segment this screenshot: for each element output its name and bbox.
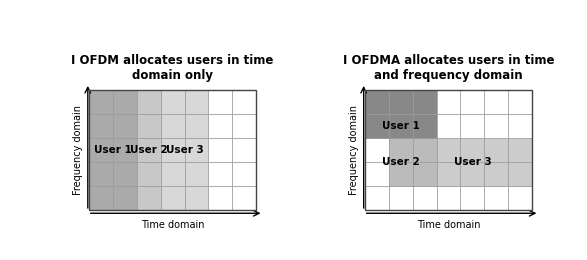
Bar bbox=[184, 138, 208, 162]
Bar bbox=[365, 114, 389, 138]
Bar bbox=[208, 114, 232, 138]
Bar bbox=[484, 162, 508, 186]
Bar bbox=[113, 186, 137, 210]
Text: User 3: User 3 bbox=[166, 145, 204, 155]
Bar bbox=[508, 90, 532, 114]
Bar bbox=[232, 114, 257, 138]
Bar bbox=[89, 90, 113, 114]
Bar bbox=[232, 162, 257, 186]
Bar bbox=[365, 186, 389, 210]
Bar bbox=[508, 162, 532, 186]
Bar bbox=[232, 90, 257, 114]
Bar bbox=[89, 138, 113, 162]
Bar bbox=[460, 114, 484, 138]
Bar bbox=[137, 162, 161, 186]
Bar bbox=[484, 90, 508, 114]
Bar bbox=[413, 186, 437, 210]
Bar bbox=[365, 162, 389, 186]
Bar bbox=[161, 186, 184, 210]
Bar bbox=[208, 90, 232, 114]
Text: Time domain: Time domain bbox=[141, 220, 204, 230]
Bar bbox=[89, 90, 257, 210]
Bar bbox=[413, 162, 437, 186]
Bar bbox=[161, 162, 184, 186]
Bar bbox=[137, 138, 161, 162]
Bar bbox=[137, 90, 161, 114]
Bar bbox=[413, 138, 437, 162]
Bar bbox=[437, 114, 460, 138]
Bar bbox=[389, 114, 413, 138]
Bar bbox=[460, 162, 484, 186]
Bar bbox=[208, 162, 232, 186]
Bar bbox=[113, 90, 137, 114]
Bar bbox=[184, 186, 208, 210]
Bar bbox=[484, 186, 508, 210]
Text: User 1: User 1 bbox=[382, 121, 420, 131]
Bar bbox=[484, 114, 508, 138]
Bar bbox=[89, 114, 113, 138]
Bar bbox=[161, 138, 184, 162]
Bar bbox=[437, 186, 460, 210]
Text: User 1: User 1 bbox=[94, 145, 131, 155]
Bar bbox=[184, 162, 208, 186]
Text: Frequency domain: Frequency domain bbox=[73, 105, 83, 195]
Bar bbox=[208, 186, 232, 210]
Bar bbox=[161, 90, 184, 114]
Bar bbox=[365, 90, 532, 210]
Bar bbox=[508, 138, 532, 162]
Bar bbox=[484, 138, 508, 162]
Text: I OFDMA allocates users in time
and frequency domain: I OFDMA allocates users in time and freq… bbox=[343, 54, 554, 82]
Bar bbox=[389, 138, 413, 162]
Bar bbox=[232, 138, 257, 162]
Text: User 3: User 3 bbox=[454, 157, 491, 167]
Bar bbox=[184, 114, 208, 138]
Bar bbox=[460, 90, 484, 114]
Bar bbox=[437, 138, 460, 162]
Bar bbox=[184, 90, 208, 114]
Bar bbox=[413, 90, 437, 114]
Bar bbox=[389, 186, 413, 210]
Bar bbox=[508, 186, 532, 210]
Bar bbox=[113, 114, 137, 138]
Bar bbox=[365, 138, 389, 162]
Bar bbox=[413, 114, 437, 138]
Bar bbox=[137, 114, 161, 138]
Text: User 2: User 2 bbox=[130, 145, 168, 155]
Bar bbox=[508, 114, 532, 138]
Bar bbox=[437, 162, 460, 186]
Bar bbox=[460, 138, 484, 162]
Bar bbox=[389, 90, 413, 114]
Text: I OFDM allocates users in time
domain only: I OFDM allocates users in time domain on… bbox=[72, 54, 274, 82]
Bar bbox=[389, 162, 413, 186]
Text: Frequency domain: Frequency domain bbox=[349, 105, 359, 195]
Bar bbox=[113, 162, 137, 186]
Bar bbox=[365, 90, 389, 114]
Bar bbox=[161, 114, 184, 138]
Bar bbox=[89, 186, 113, 210]
Bar bbox=[460, 186, 484, 210]
Bar bbox=[232, 186, 257, 210]
Bar bbox=[137, 186, 161, 210]
Bar bbox=[437, 90, 460, 114]
Bar bbox=[208, 138, 232, 162]
Bar bbox=[113, 138, 137, 162]
Text: User 2: User 2 bbox=[382, 157, 420, 167]
Bar bbox=[89, 162, 113, 186]
Text: Time domain: Time domain bbox=[417, 220, 480, 230]
